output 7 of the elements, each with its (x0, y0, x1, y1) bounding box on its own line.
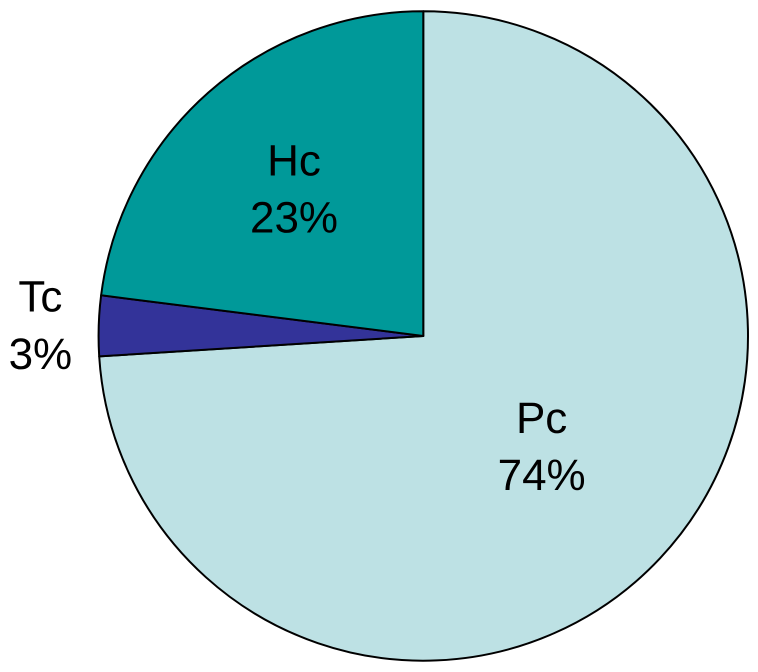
data-label: 3% (8, 330, 72, 379)
slice-label: Tc (18, 272, 62, 322)
pie-slice (98, 10, 749, 662)
slice-label: Pc (516, 394, 568, 444)
data-label: 23% (250, 193, 338, 242)
data-label: 74% (498, 451, 586, 500)
slice-label: Hc (267, 136, 321, 186)
